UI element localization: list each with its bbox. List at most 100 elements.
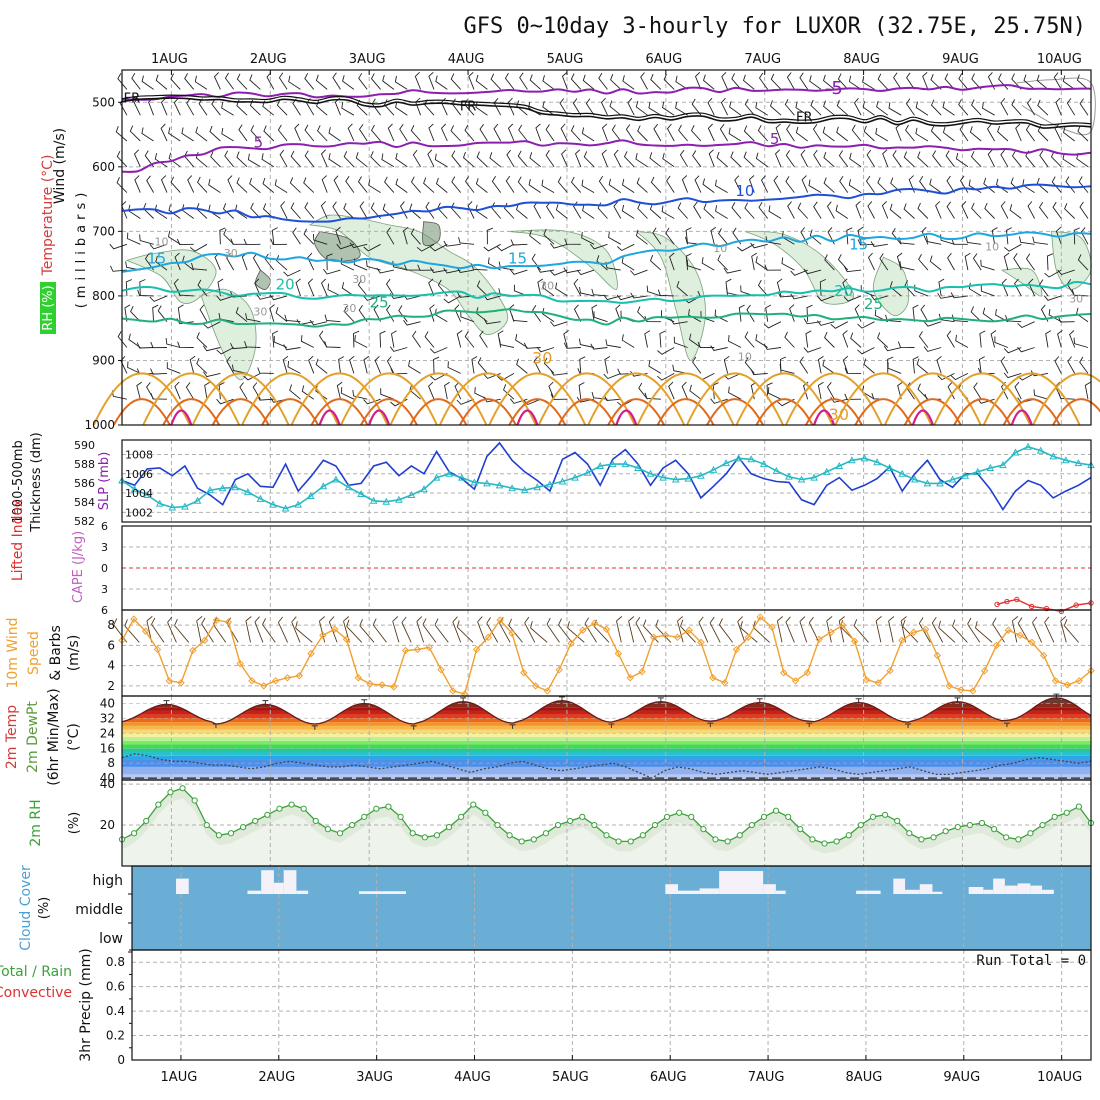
rh-point [1003,834,1010,841]
wind-barb [338,356,345,374]
rh-point [421,834,428,841]
wind-barb [222,203,235,219]
wind-barb [315,358,328,374]
thickness-point [709,465,718,473]
wind-barb [703,203,715,219]
pressure-tick-label: 700 [92,224,115,238]
wind-barb [557,176,568,193]
temp-band [122,774,1091,780]
rh-point [809,836,816,843]
wind-barb [517,150,528,168]
wind-barb [846,227,853,245]
thickness-point [1024,442,1032,450]
wind-barb [1011,150,1022,168]
wind-barb [357,279,368,297]
temp-max-marker [756,698,763,704]
surface-wind-barb [643,619,659,643]
thickness-point [168,503,177,511]
wind-barb [1009,204,1022,219]
temp-band [122,752,1091,756]
wind-barb [1076,74,1089,90]
wind-barb [637,202,648,219]
wind-barb [844,393,862,400]
wind-barb [266,72,275,90]
wind-barb [1032,236,1049,245]
wind-barb [810,99,822,116]
wind-barb [210,151,221,168]
wind-barb [991,227,998,245]
panel-frame-slp [121,439,1092,523]
wind-barb [905,124,915,142]
lifted-index-point [1043,605,1050,612]
slp-line [121,441,1092,511]
wind-barb [382,74,395,90]
wind-barb [1078,176,1089,193]
wind-barb [529,152,541,168]
wind-speed-point [212,616,221,624]
wind-barb [458,237,475,245]
wind-barb [720,97,729,116]
wind-barb [729,101,742,116]
contour-label: 30 [540,279,554,292]
wind-barb [710,398,728,404]
wind-barb [942,126,955,142]
slp-axis-label: SLP (mb) [97,452,112,511]
wind-barb [116,177,128,193]
wind-barb [1003,372,1022,379]
contour-label: 30 [342,302,356,315]
wind-speed-point [472,645,481,654]
wind-barb [1079,98,1089,116]
rh-point [857,821,864,829]
wind-barb [160,175,168,193]
wind-barb [608,231,622,245]
rh-point [1039,821,1046,829]
thickness-point [1061,456,1070,464]
wind-barb [493,123,502,142]
rh-point [252,817,259,825]
wind-barb [816,320,835,326]
wind-barb [304,202,315,219]
wind-barb [328,153,341,168]
rh-point [155,801,162,808]
wind-barb [995,178,1009,193]
wind-barb [707,97,715,116]
surface-wind-barb [931,617,944,643]
wind-barb [609,100,622,116]
wind-barb [342,75,355,90]
wind-barb [384,176,395,193]
wind-barb [1026,98,1035,116]
wind-barb [896,252,903,271]
wind-barb [723,267,742,274]
pressure-tick-label: 1000 [84,418,115,432]
wind-barb [324,314,341,323]
rh-point [542,830,550,837]
wind-barb [937,372,955,381]
wind-barb [545,124,555,142]
wind-barb [239,382,248,400]
surface-wind-barb [616,616,623,643]
wind-barb [358,305,368,322]
wind-barb [249,74,261,90]
x-label-top: 7AUG [744,52,781,67]
thickness-point [332,475,340,483]
rh-point [554,821,562,829]
rh-point [833,838,840,845]
rh-area-lower [122,798,1091,866]
wind-barb [925,235,942,245]
wind-barb [1000,149,1009,168]
wind-barb [661,205,675,219]
rh-point [264,811,271,818]
contour-label: FR [796,111,813,126]
wind-barb [435,177,448,193]
wind-barb [523,398,541,406]
wind-barb [982,102,995,116]
x-label-bottom: 6AUG [650,1070,687,1085]
thickness-point [1011,448,1020,456]
wind-barb [972,253,982,271]
wind-barb [141,75,154,90]
wind-barb [537,278,544,296]
surface-wind-barb [975,621,993,643]
wind-speed-point [1040,651,1048,660]
wind-barb [596,255,608,271]
wind-barb [728,127,742,142]
